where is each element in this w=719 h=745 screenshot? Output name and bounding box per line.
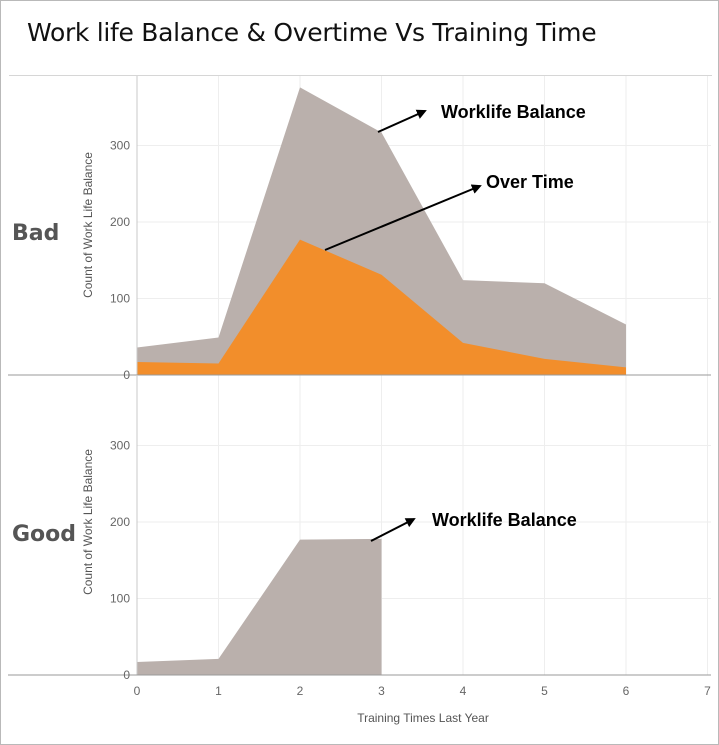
annotation-label: Over Time [486, 172, 574, 192]
x-tick-label: 0 [134, 684, 141, 698]
annotation-arrow [370, 518, 416, 542]
area-layer [137, 87, 626, 675]
y-axis-title: Count of Work Life Balance [81, 449, 95, 595]
x-tick-label: 3 [378, 684, 385, 698]
area-over-time [137, 239, 626, 375]
x-tick-label: 5 [541, 684, 548, 698]
y-tick-label: 0 [123, 368, 130, 382]
y-tick-label: 0 [123, 668, 130, 682]
title-divider [9, 75, 712, 76]
x-tick-label: 4 [460, 684, 467, 698]
y-tick-label: 100 [110, 292, 130, 306]
area-worklife-balance [137, 538, 382, 675]
x-tick-label: 6 [623, 684, 630, 698]
row-label: Good [12, 522, 76, 547]
x-axis-title: Training Times Last Year [357, 711, 489, 725]
annotation-arrow [324, 184, 482, 251]
annotation-label: Worklife Balance [432, 510, 577, 530]
x-tick-label: 7 [704, 684, 711, 698]
y-tick-label: 200 [110, 515, 130, 529]
y-axis-title: Count of Work Life Balance [81, 152, 95, 298]
y-tick-label: 100 [110, 592, 130, 606]
y-tick-label: 200 [110, 215, 130, 229]
row-label: Bad [12, 221, 59, 246]
chart-title: Work life Balance & Overtime Vs Training… [27, 18, 597, 47]
y-tick-label: 300 [110, 439, 130, 453]
axis-layer [8, 76, 711, 676]
annotation-label: Worklife Balance [441, 102, 586, 122]
x-tick-label: 1 [215, 684, 222, 698]
x-tick-label: 2 [297, 684, 304, 698]
y-tick-label: 300 [110, 139, 130, 153]
annotation-arrow [377, 109, 427, 133]
